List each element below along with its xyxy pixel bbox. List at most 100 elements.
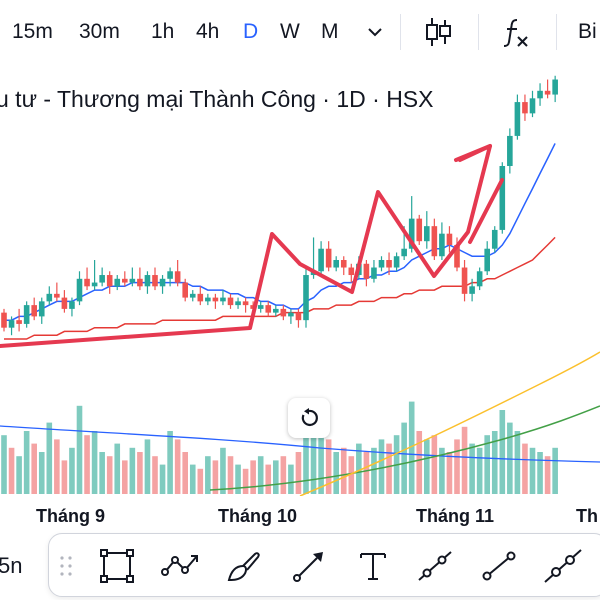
candle-body [265,305,272,313]
interval-m[interactable]: M [321,20,339,43]
time-label-sep: Tháng 9 [36,506,106,526]
volume-bar [401,422,407,494]
pattern-line [0,144,492,348]
candle-body [363,263,370,279]
candle-body [220,297,226,302]
candle-body [416,218,423,242]
volume-bar [220,447,226,494]
candle-body [46,293,53,302]
volume-bar [295,452,302,494]
volume-bar [348,456,355,494]
toolbar-divider [478,14,479,50]
volume-bar [242,468,249,494]
volume-bar [378,439,385,494]
volume-bar [386,443,392,494]
interval-30m[interactable]: 30m [79,20,120,43]
candle-body [69,301,75,309]
candle-body [514,102,521,136]
candles-icon[interactable] [422,14,454,50]
reset-chart-button[interactable] [288,398,330,438]
volume-bar [54,439,60,494]
interval-4h[interactable]: 4h [196,20,220,43]
candle-body [23,305,30,324]
candle-body [38,301,45,317]
volume-bar [529,447,536,494]
candle-body [401,248,407,257]
candle-body [1,312,7,328]
candle-body [348,267,355,276]
fx-icon[interactable] [500,14,532,50]
candle-body [106,275,113,287]
volume-bar [38,452,45,494]
extended-line-icon[interactable] [543,546,583,586]
ray-icon[interactable] [415,546,455,586]
text-icon[interactable] [353,546,393,586]
trend-line-icon[interactable] [479,546,519,586]
volume-bar [333,452,339,494]
chevron-down-icon[interactable] [364,14,386,50]
drag-handle-icon[interactable] [51,546,81,586]
volume-bar [273,460,279,494]
candle-body [114,278,121,287]
interval-w[interactable]: W [280,20,300,43]
interval-15m[interactable]: 15m [12,20,53,43]
time-label-dec: Th [576,506,598,526]
brush-icon[interactable] [225,546,265,586]
volume-bar [340,447,347,494]
volume-bar [174,439,181,494]
volume-bar [227,456,234,494]
bottom-interval-label[interactable]: 5n [0,553,23,578]
volume-bar [235,464,241,494]
volume-bar [303,410,309,494]
pattern-drawing [0,144,504,348]
candle-body [212,297,219,302]
interval-1h[interactable]: 1h [151,20,175,43]
volume-bar [408,401,415,494]
candle-body [340,260,347,268]
volume-bar [416,431,423,494]
candle-body [257,305,264,309]
candle-body [476,271,483,287]
candle-body [288,312,294,317]
top-toolbar: 15m 30m 1h 4h D W M Bi [0,0,600,64]
candle-body [129,278,136,283]
candle-body [499,166,506,230]
volume-bar [189,464,196,494]
volume-bar [318,431,324,494]
candle-body [99,275,105,283]
volume-bar [23,431,30,494]
interval-d[interactable]: D [243,20,259,43]
candle-body [144,275,151,287]
volume-bar [288,464,294,494]
volume-bars [0,351,600,496]
volume-bar [159,464,166,494]
candle-body [491,229,498,249]
arrow-icon[interactable] [289,546,329,586]
toolbar-cutoff-label[interactable]: Bi [578,20,597,43]
volume-bar [265,464,272,494]
candle-body [318,248,324,272]
candle-body [333,260,339,268]
candles [1,75,558,336]
candle-body [424,226,430,242]
volume-bar [46,422,53,494]
volume-bar [152,456,158,494]
rotate-icon [301,408,318,426]
volume-bar [16,456,22,494]
candle-body [61,297,68,309]
volume-bar [8,447,15,494]
candle-body [469,286,475,294]
candle-body [439,233,445,257]
volume-bar [84,435,90,494]
volume-bar [250,460,256,494]
chart-pane[interactable]: u tư - Thương mại Thành Công · 1D · HSX [0,64,600,496]
candle-body [84,278,90,287]
rectangle-icon[interactable] [97,546,137,586]
candle-body [507,135,513,166]
volume-bar [522,443,528,494]
volume-bar [363,452,370,494]
price-chart[interactable] [0,64,600,496]
volume-bar [114,443,121,494]
volume-bar [31,443,37,494]
path-icon[interactable] [161,546,201,586]
